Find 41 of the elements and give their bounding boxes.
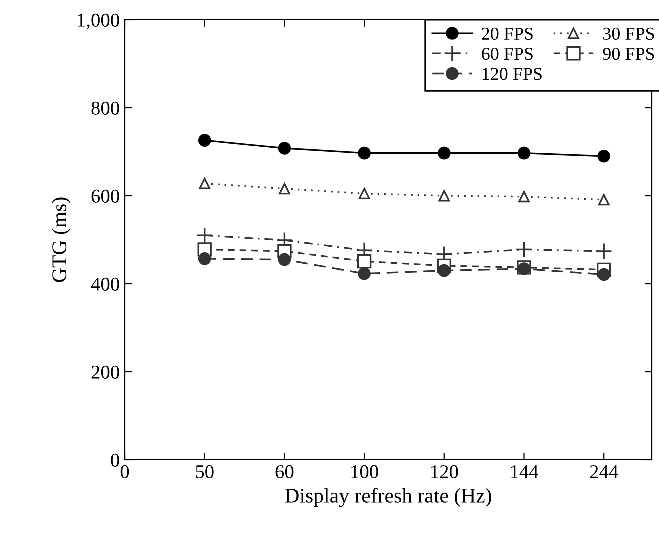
x-tick-label: 244 — [590, 465, 618, 478]
point — [198, 252, 212, 266]
point — [516, 241, 533, 258]
point — [358, 188, 370, 200]
x-tick-label: 0 — [120, 465, 130, 479]
legend-label: 120 FPS — [482, 68, 542, 80]
point — [438, 264, 451, 278]
point — [358, 146, 371, 160]
y-tick-label: 600 — [92, 190, 120, 203]
x-axis-title: Display refresh rate (Hz) — [285, 488, 492, 508]
x-tick-label: 60 — [276, 465, 294, 479]
point — [598, 150, 610, 163]
y-tick-label: 800 — [92, 102, 120, 115]
y-tick-label: 0 — [111, 454, 120, 467]
y-tick-label: 200 — [92, 366, 120, 379]
point — [598, 194, 610, 206]
legend-label: 20 FPS — [482, 28, 533, 40]
point — [196, 227, 214, 244]
point — [357, 254, 372, 269]
x-tick-label: 120 — [432, 465, 458, 479]
y-tick-label: 1,000 — [78, 14, 120, 30]
x-tick-label: 50 — [196, 465, 214, 479]
point — [438, 146, 451, 160]
y-tick-label: 400 — [91, 278, 120, 291]
point — [438, 190, 450, 202]
legend-label: 60 FPS — [482, 48, 533, 60]
point — [279, 183, 290, 195]
point — [596, 242, 613, 260]
point — [518, 191, 530, 203]
point — [278, 253, 292, 266]
point — [598, 268, 610, 282]
point — [518, 146, 531, 160]
legend-label: 90 FPS — [603, 48, 654, 60]
y-axis-title: GTG (ms) — [52, 198, 71, 282]
x-tick-label: 144 — [511, 466, 539, 478]
point — [358, 267, 371, 280]
x-tick-label: 100 — [352, 465, 378, 479]
point — [278, 142, 292, 155]
point — [198, 134, 212, 147]
legend-label: 30 FPS — [603, 28, 654, 40]
point — [199, 178, 211, 190]
